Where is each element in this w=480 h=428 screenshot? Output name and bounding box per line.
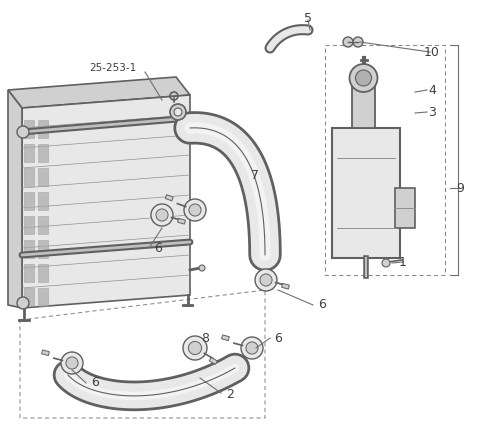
Circle shape bbox=[356, 70, 372, 86]
Circle shape bbox=[349, 64, 377, 92]
Bar bbox=[38, 216, 48, 234]
Text: 10: 10 bbox=[424, 45, 440, 59]
Polygon shape bbox=[22, 95, 190, 308]
Text: 2: 2 bbox=[226, 389, 234, 401]
Bar bbox=[24, 192, 34, 210]
Circle shape bbox=[199, 265, 205, 271]
Text: 25-253-1: 25-253-1 bbox=[89, 63, 137, 73]
Text: 3: 3 bbox=[428, 105, 436, 119]
Circle shape bbox=[246, 342, 258, 354]
Bar bbox=[24, 264, 34, 282]
Bar bbox=[38, 168, 48, 186]
Bar bbox=[38, 120, 48, 138]
Text: 6: 6 bbox=[274, 332, 282, 345]
Bar bbox=[165, 195, 173, 201]
Bar bbox=[24, 240, 34, 258]
Bar bbox=[38, 192, 48, 210]
Bar bbox=[38, 288, 48, 306]
Circle shape bbox=[66, 357, 78, 369]
Circle shape bbox=[343, 37, 353, 47]
Circle shape bbox=[17, 126, 29, 138]
Circle shape bbox=[183, 336, 207, 360]
Circle shape bbox=[17, 297, 29, 309]
Circle shape bbox=[255, 269, 277, 291]
Text: 7: 7 bbox=[251, 169, 259, 181]
Text: 6: 6 bbox=[154, 241, 162, 255]
Circle shape bbox=[189, 204, 201, 216]
Text: 6: 6 bbox=[91, 377, 99, 389]
Bar bbox=[178, 218, 185, 224]
Circle shape bbox=[353, 37, 363, 47]
Bar bbox=[38, 264, 48, 282]
Circle shape bbox=[382, 259, 390, 267]
Bar bbox=[24, 120, 34, 138]
Bar bbox=[42, 350, 49, 356]
Text: 8: 8 bbox=[201, 332, 209, 345]
Circle shape bbox=[188, 342, 202, 355]
Text: 1: 1 bbox=[399, 256, 407, 268]
Circle shape bbox=[241, 337, 263, 359]
Text: 4: 4 bbox=[428, 83, 436, 96]
Circle shape bbox=[156, 209, 168, 221]
Bar bbox=[38, 144, 48, 162]
Circle shape bbox=[184, 199, 206, 221]
Polygon shape bbox=[352, 78, 375, 128]
Bar bbox=[209, 357, 217, 364]
Bar bbox=[24, 144, 34, 162]
Bar bbox=[38, 240, 48, 258]
Polygon shape bbox=[8, 77, 190, 108]
Text: 9: 9 bbox=[456, 181, 464, 194]
Polygon shape bbox=[395, 188, 415, 228]
Circle shape bbox=[170, 104, 186, 120]
Text: 6: 6 bbox=[318, 298, 326, 312]
Circle shape bbox=[260, 274, 272, 286]
Bar bbox=[282, 283, 289, 289]
Polygon shape bbox=[332, 128, 400, 258]
Circle shape bbox=[61, 352, 83, 374]
Bar bbox=[24, 288, 34, 306]
Polygon shape bbox=[8, 90, 22, 308]
Bar bbox=[24, 168, 34, 186]
Text: 5: 5 bbox=[304, 12, 312, 24]
Bar bbox=[222, 335, 229, 341]
Bar bbox=[24, 216, 34, 234]
Circle shape bbox=[174, 108, 182, 116]
Circle shape bbox=[151, 204, 173, 226]
